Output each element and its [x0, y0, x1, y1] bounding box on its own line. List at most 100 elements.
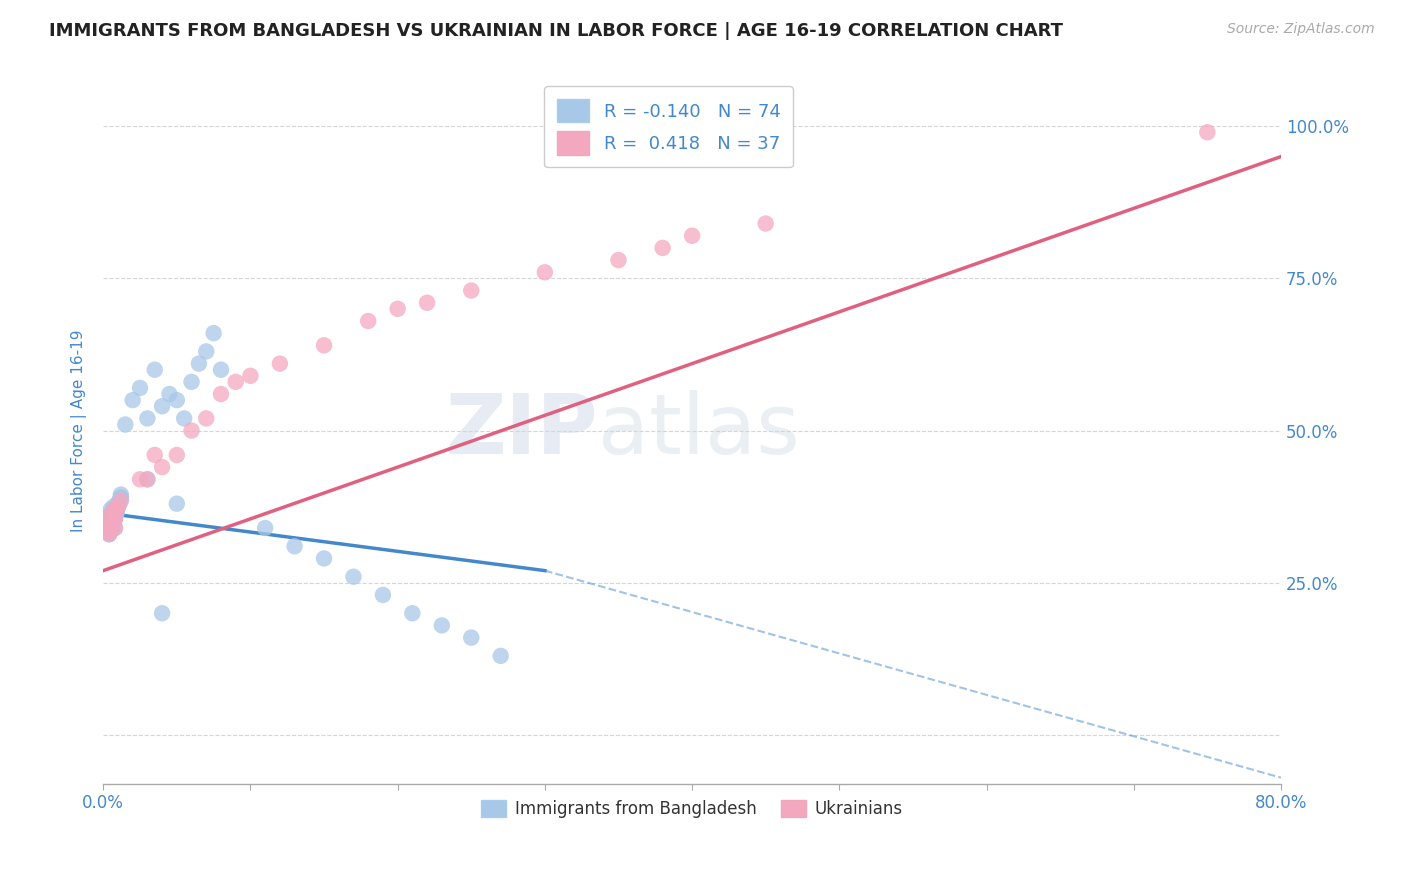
Point [103, 512, 125, 526]
Point [651, 241, 673, 255]
Point [416, 295, 439, 310]
Point [173, 411, 195, 425]
Point [100, 518, 122, 533]
Point [387, 301, 409, 316]
Point [98, 524, 121, 538]
Point [269, 357, 291, 371]
Point [101, 512, 124, 526]
Point [195, 344, 218, 359]
Point [100, 515, 122, 529]
Point [103, 500, 125, 514]
Point [166, 497, 188, 511]
Point [100, 502, 122, 516]
Point [98, 527, 121, 541]
Point [100, 508, 122, 523]
Point [755, 217, 778, 231]
Point [1197, 125, 1219, 139]
Point [101, 515, 124, 529]
Point [97, 521, 120, 535]
Point [136, 472, 159, 486]
Point [104, 521, 127, 535]
Text: Source: ZipAtlas.com: Source: ZipAtlas.com [1227, 22, 1375, 37]
Point [98, 518, 121, 533]
Y-axis label: In Labor Force | Age 16-19: In Labor Force | Age 16-19 [72, 329, 87, 532]
Point [97, 515, 120, 529]
Point [254, 521, 277, 535]
Point [104, 521, 127, 535]
Point [110, 487, 132, 501]
Point [202, 326, 225, 341]
Point [187, 357, 209, 371]
Point [460, 631, 482, 645]
Point [103, 512, 125, 526]
Point [195, 411, 218, 425]
Point [143, 362, 166, 376]
Point [401, 606, 423, 620]
Point [114, 417, 136, 432]
Point [105, 506, 128, 520]
Point [103, 506, 125, 520]
Point [108, 497, 131, 511]
Point [100, 518, 122, 533]
Point [105, 502, 128, 516]
Point [239, 368, 262, 383]
Point [166, 448, 188, 462]
Point [371, 588, 394, 602]
Point [312, 551, 335, 566]
Point [284, 539, 307, 553]
Point [107, 500, 129, 514]
Point [110, 491, 132, 505]
Point [108, 493, 131, 508]
Point [105, 502, 128, 516]
Point [98, 524, 121, 538]
Point [150, 606, 173, 620]
Point [430, 618, 453, 632]
Text: IMMIGRANTS FROM BANGLADESH VS UKRAINIAN IN LABOR FORCE | AGE 16-19 CORRELATION C: IMMIGRANTS FROM BANGLADESH VS UKRAINIAN … [49, 22, 1063, 40]
Text: ZIP: ZIP [446, 390, 598, 471]
Point [101, 515, 124, 529]
Point [105, 502, 128, 516]
Point [101, 512, 124, 526]
Point [150, 460, 173, 475]
Point [105, 502, 128, 516]
Point [98, 527, 121, 541]
Point [110, 493, 132, 508]
Point [209, 362, 232, 376]
Point [129, 381, 152, 395]
Point [97, 521, 120, 535]
Point [104, 508, 127, 523]
Point [100, 518, 122, 533]
Point [101, 515, 124, 529]
Point [97, 521, 120, 535]
Point [97, 515, 120, 529]
Point [104, 508, 127, 523]
Point [489, 648, 512, 663]
Point [104, 512, 127, 526]
Point [107, 500, 129, 514]
Point [607, 253, 630, 268]
Point [110, 491, 132, 505]
Point [103, 508, 125, 523]
Point [103, 502, 125, 516]
Point [180, 424, 202, 438]
Text: atlas: atlas [598, 390, 800, 471]
Point [105, 506, 128, 520]
Point [681, 228, 703, 243]
Point [107, 497, 129, 511]
Point [97, 521, 120, 535]
Point [101, 515, 124, 529]
Point [159, 387, 181, 401]
Point [101, 515, 124, 529]
Point [129, 472, 152, 486]
Legend: Immigrants from Bangladesh, Ukrainians: Immigrants from Bangladesh, Ukrainians [475, 793, 910, 825]
Point [98, 527, 121, 541]
Point [342, 570, 364, 584]
Point [180, 375, 202, 389]
Point [136, 411, 159, 425]
Point [97, 508, 120, 523]
Point [357, 314, 380, 328]
Point [143, 448, 166, 462]
Point [225, 375, 247, 389]
Point [100, 518, 122, 533]
Point [103, 508, 125, 523]
